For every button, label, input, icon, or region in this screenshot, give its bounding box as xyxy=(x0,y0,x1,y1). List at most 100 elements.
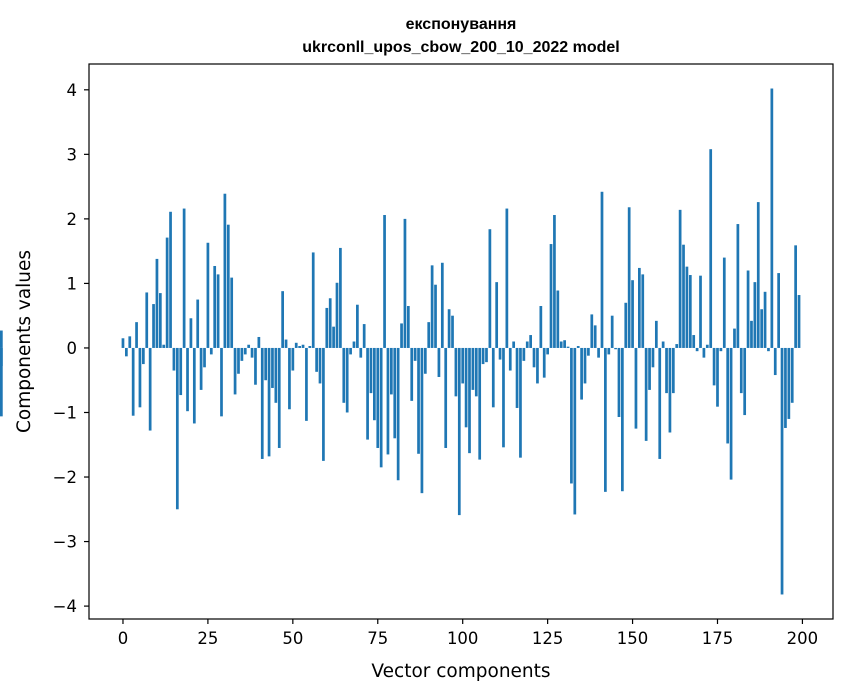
y-tick-label: −1 xyxy=(53,403,77,422)
bar-147 xyxy=(621,347,624,492)
bar-197 xyxy=(790,347,794,403)
bar-38 xyxy=(250,347,254,358)
bar-89 xyxy=(423,347,427,374)
bar-undefined xyxy=(0,347,3,417)
bar-54 xyxy=(305,347,308,421)
bar-67 xyxy=(349,347,352,355)
bar-92 xyxy=(434,284,437,348)
bar-148 xyxy=(624,302,628,348)
bar-193 xyxy=(777,273,780,348)
bar-85 xyxy=(410,347,414,401)
bar-34 xyxy=(237,347,240,374)
bar-35 xyxy=(240,347,244,361)
bar-129 xyxy=(559,341,563,348)
bar-27 xyxy=(213,265,217,348)
bar-166 xyxy=(685,266,689,348)
bar-73 xyxy=(369,347,373,394)
bar-82 xyxy=(400,323,403,348)
bar-188 xyxy=(760,309,764,348)
bar-195 xyxy=(784,347,787,428)
bar-57 xyxy=(315,347,318,372)
bar-83 xyxy=(403,218,407,348)
bar-28 xyxy=(216,274,220,348)
x-tick-label: 25 xyxy=(197,629,218,648)
bar-53 xyxy=(301,344,305,348)
x-tick-label: 75 xyxy=(367,629,388,648)
bar-126 xyxy=(549,244,553,348)
bar-25 xyxy=(206,242,210,348)
bar-13 xyxy=(165,237,169,348)
bar-0 xyxy=(121,338,125,348)
bar-62 xyxy=(332,326,335,348)
bar-40 xyxy=(257,336,261,348)
bar-113 xyxy=(505,208,509,348)
bar-39 xyxy=(254,347,257,385)
bar-99 xyxy=(457,347,461,516)
bar-undefined xyxy=(0,347,3,367)
bar-20 xyxy=(189,318,193,348)
bar-49 xyxy=(288,347,291,410)
bar-71 xyxy=(362,324,366,348)
bar-31 xyxy=(226,224,230,348)
bar-87 xyxy=(417,347,420,454)
bar-182 xyxy=(739,347,743,394)
x-tick-label: 125 xyxy=(532,629,564,648)
bar-180 xyxy=(733,328,736,348)
bar-94 xyxy=(440,262,444,348)
bar-175 xyxy=(716,347,719,407)
bar-103 xyxy=(471,347,475,390)
bar-29 xyxy=(220,347,223,417)
bar-112 xyxy=(502,347,505,448)
bar-146 xyxy=(617,347,621,417)
bar-44 xyxy=(271,347,274,388)
bar-134 xyxy=(576,346,580,348)
bar-191 xyxy=(770,88,774,348)
x-tick-label: 100 xyxy=(447,629,479,648)
bar-3 xyxy=(131,347,135,416)
bar-190 xyxy=(767,347,770,352)
bar-176 xyxy=(719,347,723,352)
bar-4 xyxy=(135,322,138,348)
y-tick-label: −4 xyxy=(53,597,77,616)
bar-17 xyxy=(179,347,183,396)
bar-52 xyxy=(298,346,301,348)
bar-5 xyxy=(138,347,142,408)
bar-116 xyxy=(515,347,519,408)
bar-95 xyxy=(444,347,448,448)
bar-10 xyxy=(155,258,159,348)
bar-14 xyxy=(169,211,172,348)
bar-173 xyxy=(709,149,713,348)
bar-106 xyxy=(481,347,485,365)
bar-192 xyxy=(773,347,777,376)
x-tick-label: 50 xyxy=(282,629,303,648)
bar-46 xyxy=(277,347,281,448)
bar-68 xyxy=(352,341,356,348)
bar-123 xyxy=(539,306,543,348)
bar-86 xyxy=(413,347,417,361)
bar-178 xyxy=(726,347,730,444)
bar-7 xyxy=(145,292,149,348)
bar-79 xyxy=(390,347,393,395)
bar-172 xyxy=(705,344,709,348)
bar-169 xyxy=(695,347,699,352)
bar-142 xyxy=(604,347,607,492)
bar-66 xyxy=(345,347,349,413)
bar-151 xyxy=(634,347,638,429)
bar-117 xyxy=(519,347,522,458)
bar-104 xyxy=(474,347,478,397)
bar-41 xyxy=(260,347,264,459)
bar-121 xyxy=(532,347,536,368)
bar-163 xyxy=(675,344,679,348)
chart-subtitle: ukrconll_upos_cbow_200_10_2022 model xyxy=(302,39,619,56)
bar-undefined xyxy=(0,330,3,348)
bar-118 xyxy=(522,347,526,361)
bar-21 xyxy=(192,347,196,424)
bar-171 xyxy=(702,347,706,358)
x-axis-label: Vector components xyxy=(371,661,550,682)
bar-153 xyxy=(641,274,645,348)
bar-76 xyxy=(379,347,383,468)
bar-138 xyxy=(590,314,594,348)
bar-101 xyxy=(464,347,468,428)
y-tick-label: 3 xyxy=(67,145,78,164)
bar-132 xyxy=(570,347,573,484)
